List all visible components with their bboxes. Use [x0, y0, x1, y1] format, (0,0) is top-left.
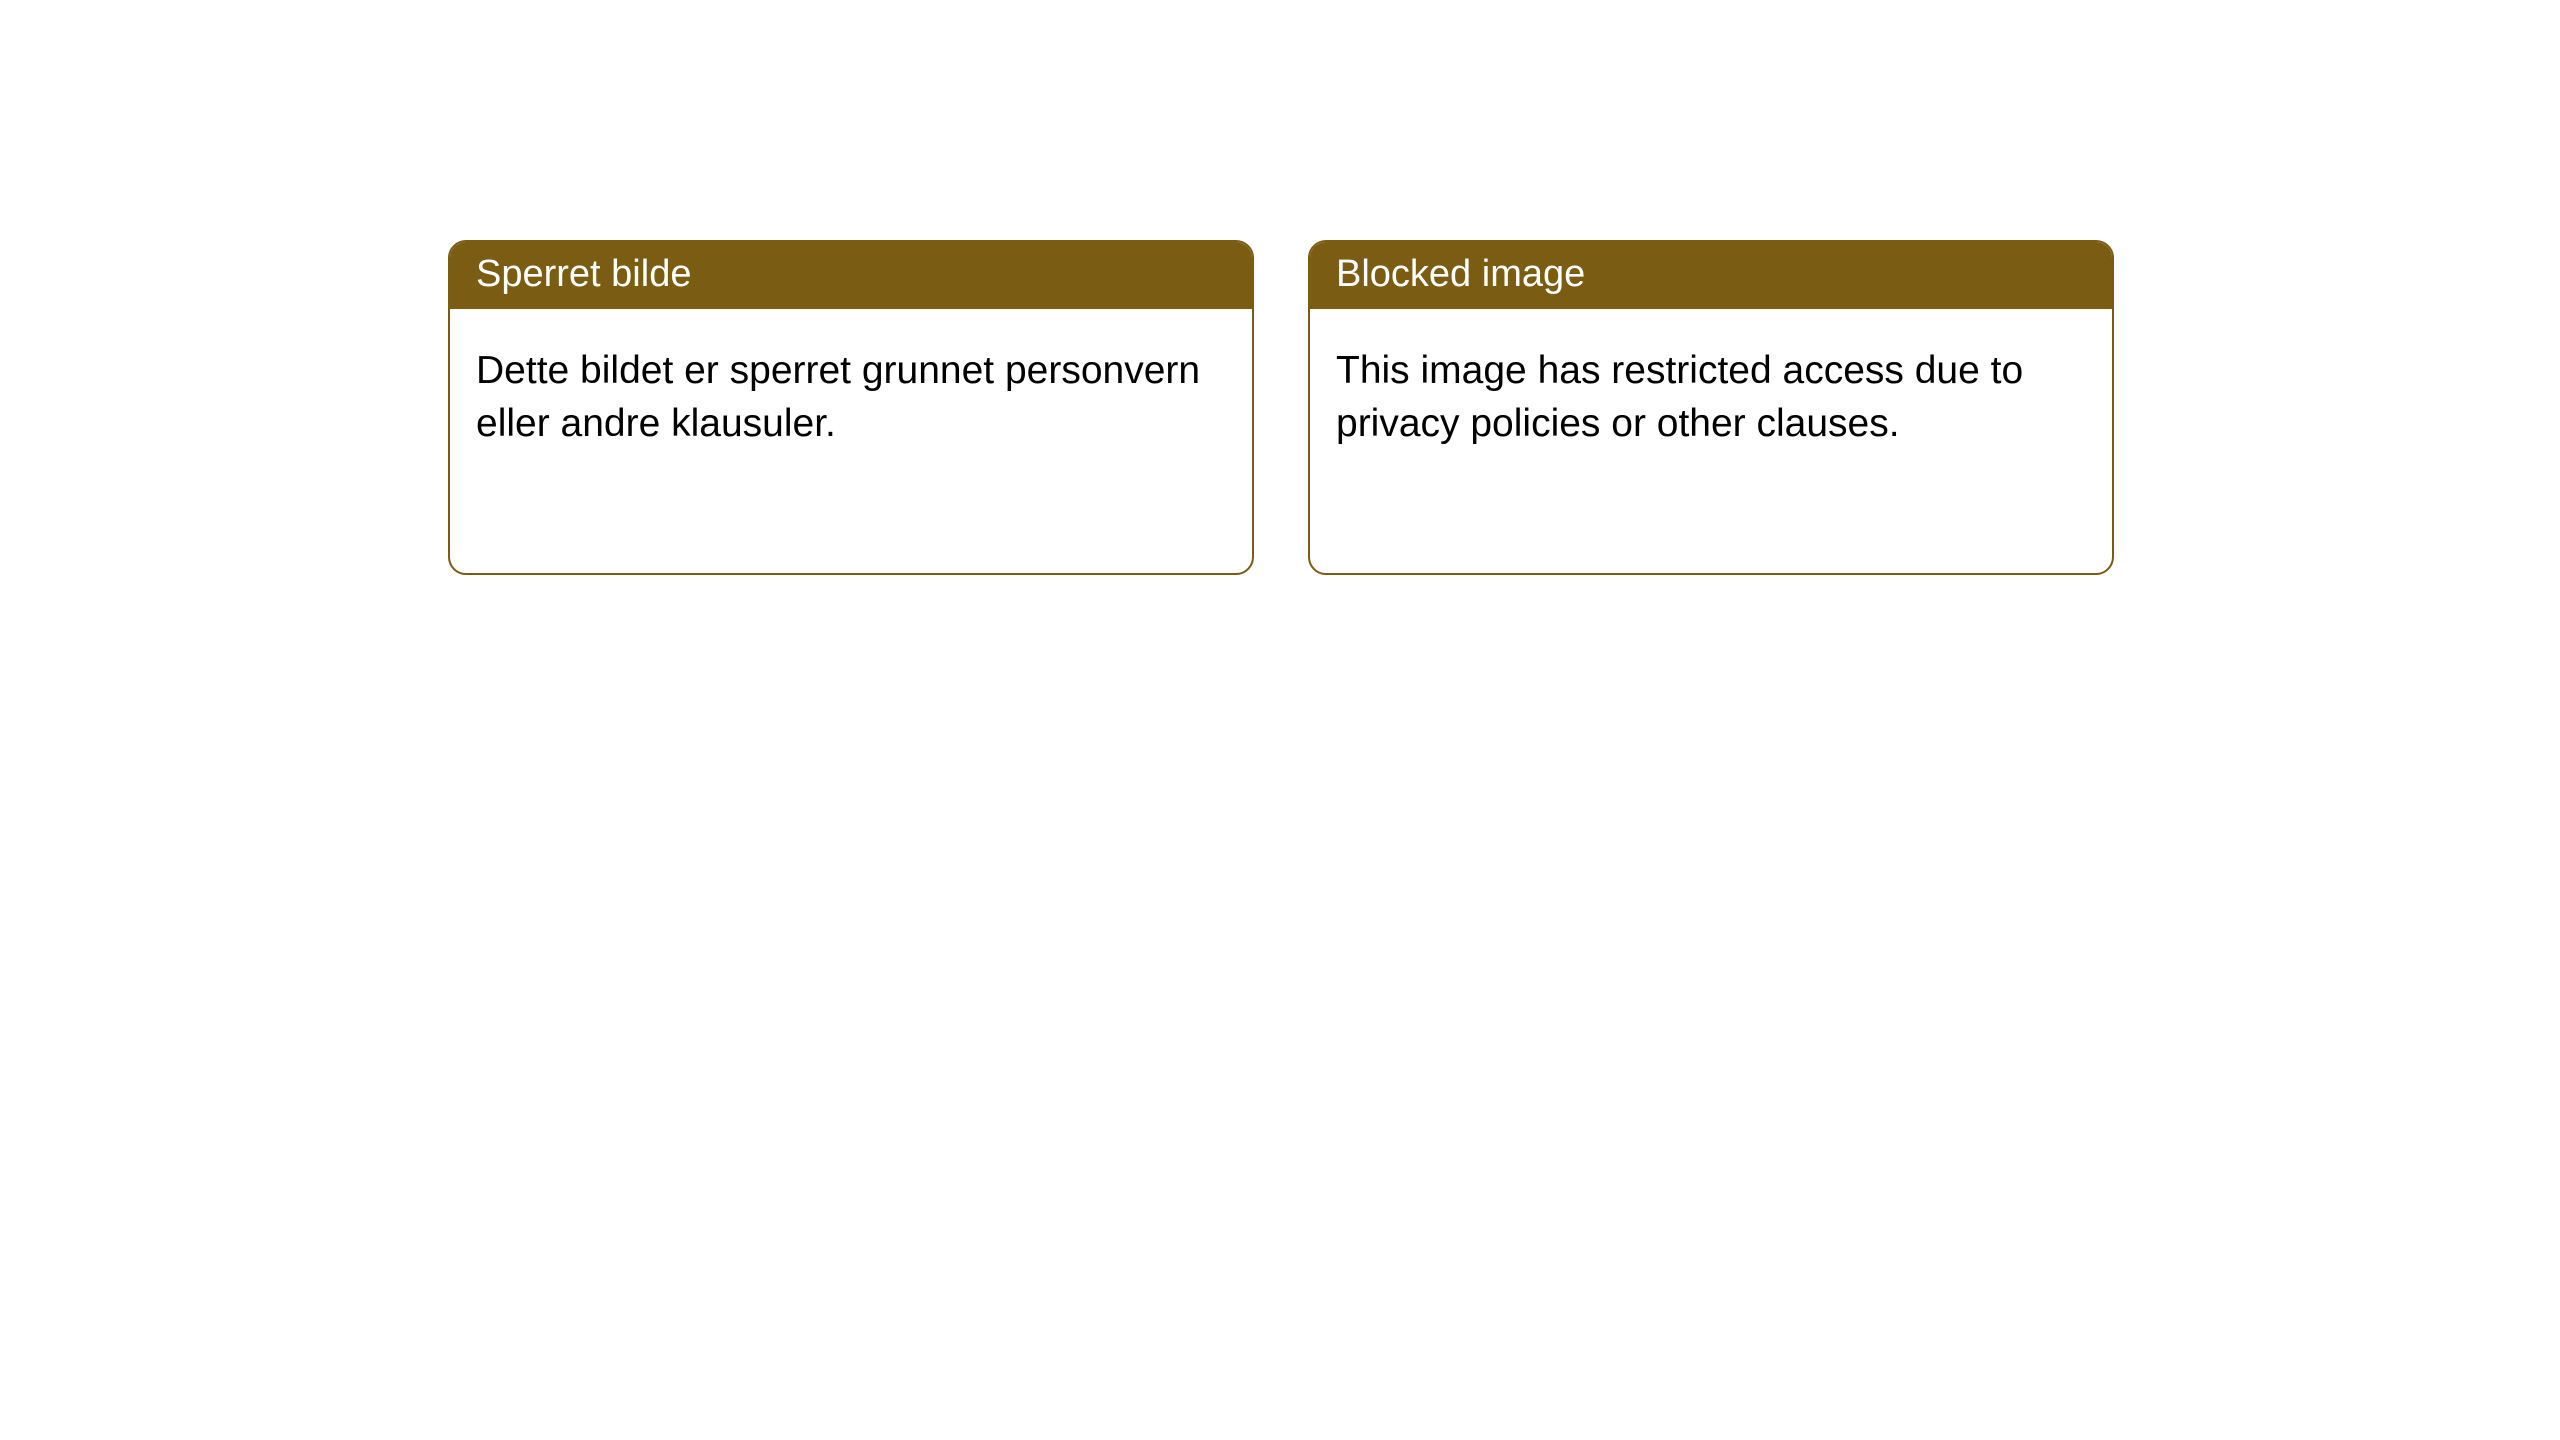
notice-card-english: Blocked image This image has restricted …: [1308, 240, 2114, 575]
card-header-english: Blocked image: [1310, 242, 2112, 309]
card-body-norwegian: Dette bildet er sperret grunnet personve…: [450, 309, 1252, 470]
card-title-english: Blocked image: [1336, 253, 1585, 295]
card-title-norwegian: Sperret bilde: [476, 253, 691, 295]
card-header-norwegian: Sperret bilde: [450, 242, 1252, 309]
notice-card-norwegian: Sperret bilde Dette bildet er sperret gr…: [448, 240, 1254, 575]
notice-container: Sperret bilde Dette bildet er sperret gr…: [0, 0, 2560, 575]
card-body-text-norwegian: Dette bildet er sperret grunnet personve…: [476, 349, 1200, 445]
card-body-english: This image has restricted access due to …: [1310, 309, 2112, 470]
card-body-text-english: This image has restricted access due to …: [1336, 349, 2023, 445]
